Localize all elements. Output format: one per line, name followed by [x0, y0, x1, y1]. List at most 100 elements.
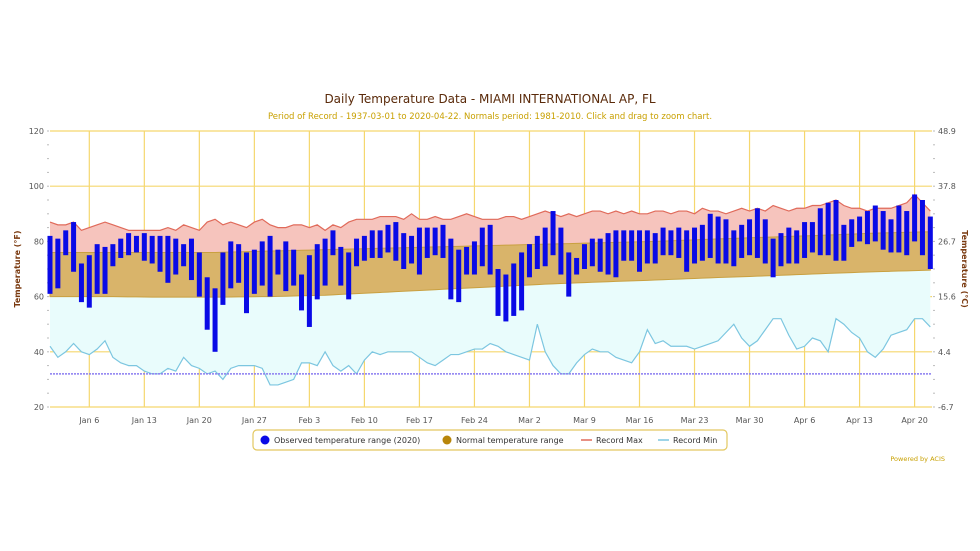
observed-bar [778, 233, 784, 267]
observed-bar [456, 249, 462, 303]
record-min-area [50, 270, 931, 385]
observed-bar [338, 246, 344, 286]
observed-bar [424, 227, 430, 258]
y-tick-label-left: 20 [34, 403, 44, 412]
observed-bar [644, 230, 650, 264]
record-max-line [49, 193, 931, 232]
observed-bar [927, 216, 933, 269]
observed-bar [817, 208, 823, 256]
observed-bar [880, 211, 886, 250]
observed-bar [833, 200, 839, 261]
x-tick-label: Apr 6 [794, 416, 815, 425]
observed-bar [574, 257, 580, 275]
legend: Observed temperature range (2020) Normal… [252, 429, 728, 451]
observed-bar [259, 241, 265, 286]
y-tick-label-right: 4.4 [938, 348, 951, 357]
observed-bar [660, 227, 666, 256]
observed-bar [314, 244, 320, 300]
observed-bar [204, 277, 210, 330]
observed-bar [275, 249, 281, 275]
observed-bar [440, 224, 446, 258]
y-tick-label-left: 40 [34, 348, 44, 357]
observed-bar [244, 252, 249, 314]
y-tick-label-right: 15.6 [938, 293, 956, 302]
observed-bar [401, 233, 407, 269]
observed-bar [416, 227, 422, 275]
observed-bar [55, 238, 61, 289]
observed-bar [707, 213, 713, 258]
legend-label: Record Max [596, 436, 643, 445]
observed-bar [157, 235, 163, 272]
observed-bar [377, 230, 383, 258]
observed-bar [841, 224, 847, 261]
observed-bar [448, 238, 454, 300]
x-tick-label: Apr 13 [846, 416, 873, 425]
observed-bar [86, 255, 92, 308]
observed-bar [354, 238, 360, 267]
x-tick-label: Mar 30 [736, 416, 764, 425]
observed-bar [825, 202, 831, 256]
x-tick-label: Feb 17 [406, 416, 433, 425]
legend-item-observed[interactable]: Observed temperature range (2020) [260, 435, 421, 446]
x-tick-label: Mar 16 [626, 416, 654, 425]
observed-bar [919, 200, 925, 256]
x-tick-label: Feb 24 [461, 416, 488, 425]
legend-item-record-min[interactable]: Record Min [658, 436, 717, 445]
observed-bar [173, 238, 179, 275]
observed-bar [299, 274, 305, 311]
observed-bar [629, 230, 635, 261]
x-tick-label: Apr 20 [901, 416, 928, 425]
observed-bar [267, 235, 273, 297]
observed-bar [794, 230, 800, 264]
observed-bar [802, 222, 808, 258]
legend-item-record-max[interactable]: Record Max [581, 436, 643, 445]
x-tick-label: Mar 23 [681, 416, 709, 425]
observed-bar [739, 224, 745, 258]
observed-bar [652, 233, 658, 264]
observed-bar [613, 230, 619, 278]
observed-bar [165, 235, 171, 283]
observed-bar [464, 246, 470, 275]
observed-bar [110, 244, 116, 267]
observed-bar [212, 288, 218, 352]
observed-bar [188, 238, 194, 281]
observed-bar [676, 227, 682, 258]
observed-bar [637, 230, 642, 272]
observed-bar [306, 255, 312, 327]
observed-dot-icon [260, 435, 270, 445]
observed-bar [912, 194, 918, 242]
observed-bar [786, 227, 792, 264]
observed-bar [668, 230, 674, 256]
observed-bar [526, 244, 532, 278]
observed-bar [747, 219, 753, 256]
y-tick-label-left: 80 [34, 237, 44, 246]
observed-bar [487, 224, 493, 275]
x-tick-label: Jan 6 [78, 416, 99, 425]
observed-bar [283, 241, 289, 292]
observed-bar [471, 241, 477, 275]
observed-bar [479, 227, 485, 267]
y-axis-title-left: Temperature (°F) [13, 230, 22, 307]
observed-bar [723, 219, 729, 264]
y-tick-label-right: 48.9 [938, 127, 956, 136]
observed-bar [133, 235, 139, 253]
observed-bar [597, 238, 603, 272]
observed-bar [149, 235, 155, 264]
y-tick-label-right: -6.7 [938, 403, 954, 412]
normal-dot-icon [442, 435, 452, 445]
observed-bar [393, 222, 399, 261]
observed-bar [896, 205, 902, 253]
observed-bar [346, 252, 352, 300]
observed-bar [432, 227, 438, 256]
observed-bar [566, 252, 572, 297]
legend-item-normal[interactable]: Normal temperature range [442, 435, 564, 446]
observed-bar [126, 233, 132, 256]
observed-bar [47, 235, 53, 294]
observed-bar [236, 244, 242, 283]
powered-by-link[interactable]: Powered by ACIS [890, 455, 945, 463]
observed-bar [534, 235, 540, 269]
observed-bar [495, 269, 501, 316]
observed-bar [857, 216, 863, 242]
observed-bar [71, 222, 77, 272]
